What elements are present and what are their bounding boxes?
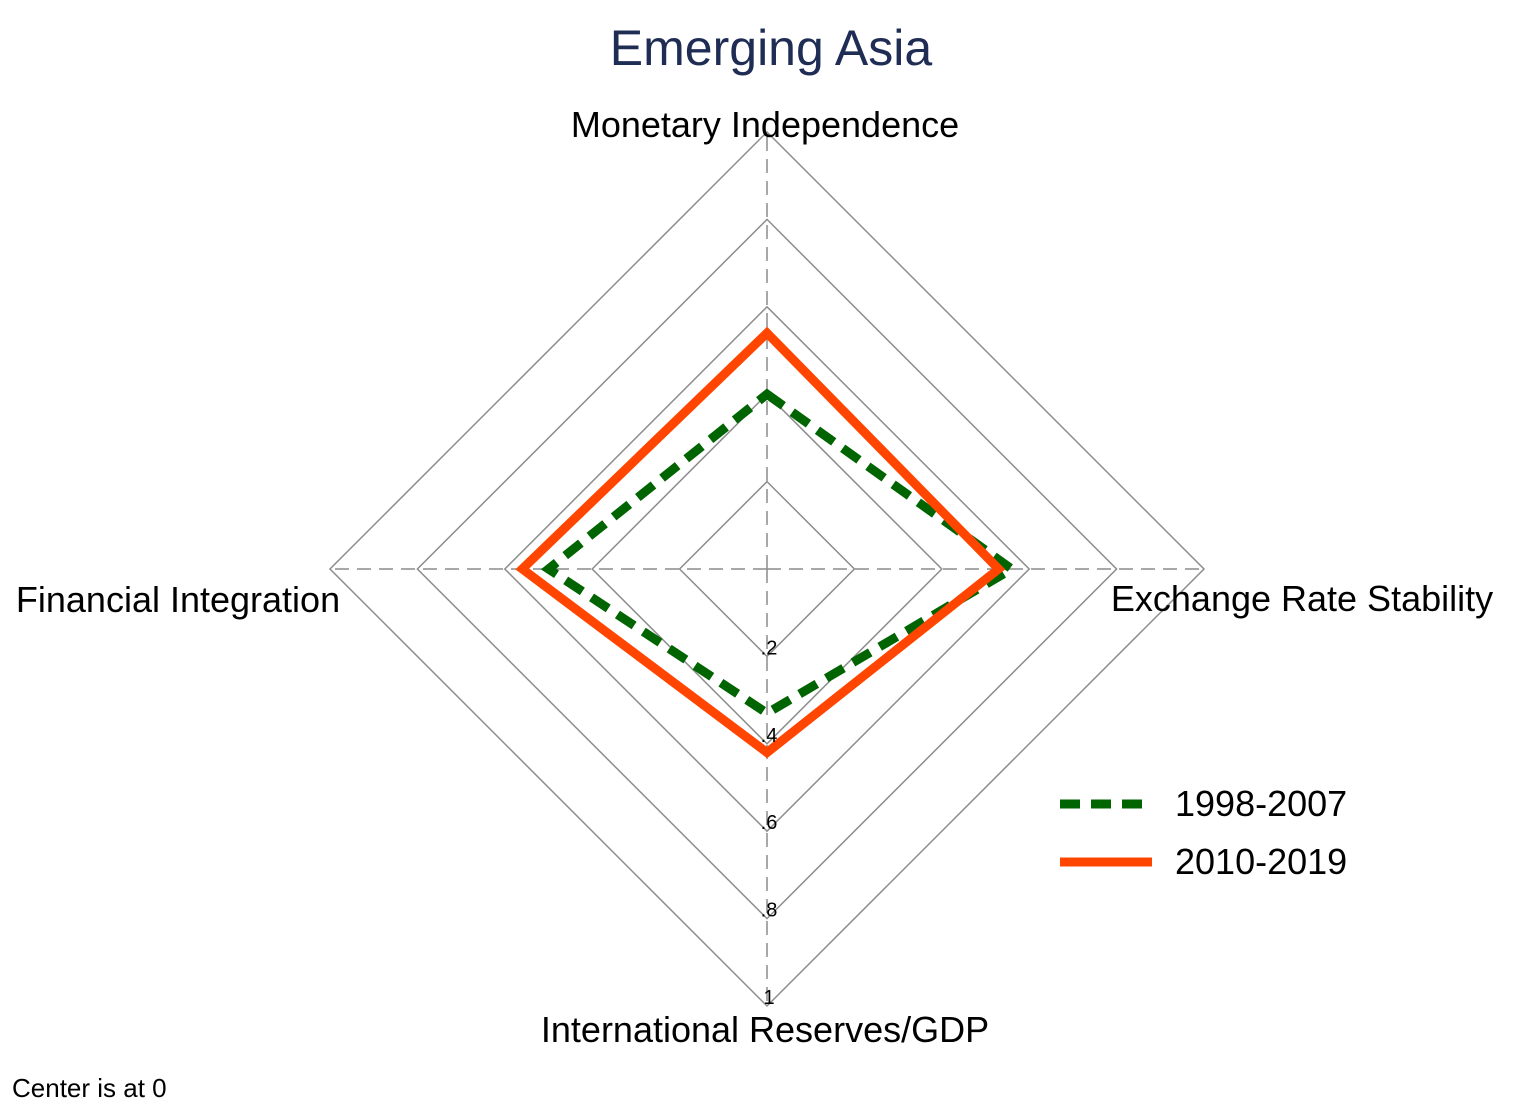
tick-label: .6 xyxy=(761,812,778,834)
series-1998-2007 xyxy=(540,388,1020,719)
center-note: Center is at 0 xyxy=(12,1073,167,1103)
tick-label: .4 xyxy=(761,725,778,747)
legend-label-1998-2007: 1998-2007 xyxy=(1175,783,1347,824)
axis-label-exchange-rate-stability: Exchange Rate Stability xyxy=(1111,578,1493,619)
chart-title: Emerging Asia xyxy=(610,20,933,76)
grid xyxy=(328,130,1206,1008)
axis-label-financial-integration: Financial Integration xyxy=(16,579,340,620)
grid-ring xyxy=(678,480,856,658)
tick-label: 1 xyxy=(763,987,774,1009)
tick-label: .2 xyxy=(761,637,778,659)
axis-label-monetary-independence: Monetary Independence xyxy=(571,104,959,145)
grid-ring xyxy=(591,393,943,745)
axis-label-international-reserves: International Reserves/GDP xyxy=(541,1009,989,1050)
tick-label: .8 xyxy=(761,900,778,922)
grid-ring xyxy=(328,130,1206,1008)
legend-label-2010-2019: 2010-2019 xyxy=(1175,841,1347,882)
legend: 1998-2007 2010-2019 xyxy=(1060,783,1347,882)
series-group xyxy=(515,326,1020,759)
tick-labels: .2 .4 .6 .8 1 xyxy=(761,637,778,1009)
grid-ring xyxy=(503,305,1031,833)
grid-ring xyxy=(416,218,1118,920)
